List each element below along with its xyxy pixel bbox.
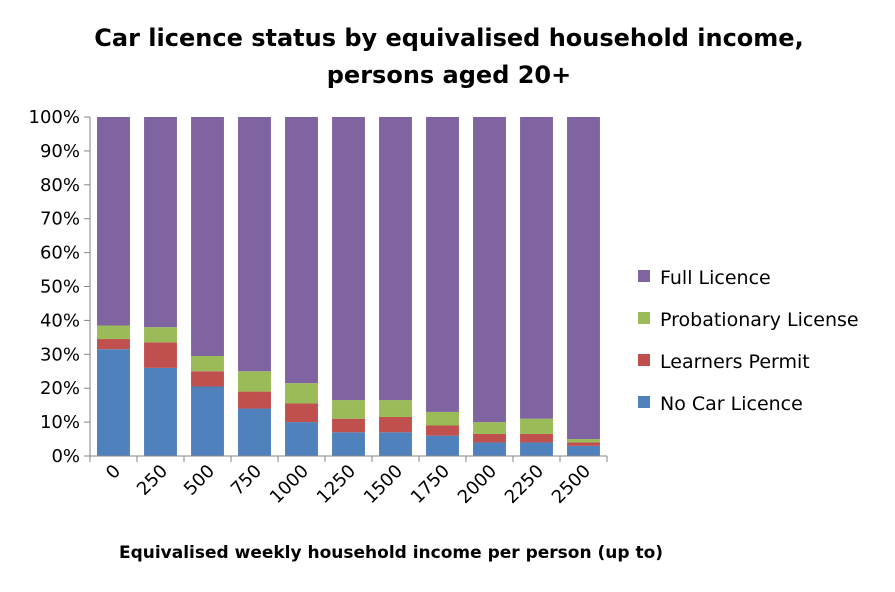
- bar-full-licence-1500: [379, 117, 412, 401]
- y-tick-label: 60%: [40, 243, 80, 264]
- chart-title-line-1: Car licence status by equivalised househ…: [94, 24, 803, 52]
- bar-probationary-license-2000: [473, 422, 506, 434]
- legend-entry-label: Probationary License: [660, 309, 859, 331]
- y-tick-label: 70%: [40, 209, 80, 230]
- y-tick-label: 40%: [40, 310, 80, 331]
- legend-entry-label: Full Licence: [660, 267, 771, 289]
- bar-full-licence-1250: [332, 117, 365, 401]
- bar-learners-permit-2500: [567, 442, 600, 446]
- y-tick-label: 50%: [40, 277, 80, 298]
- axes-group: [89, 117, 607, 457]
- x-tick-label: 0: [102, 461, 125, 484]
- bar-no-car-licence-500: [191, 386, 224, 456]
- bar-no-car-licence-1000: [285, 422, 318, 456]
- legend-swatch: [638, 354, 650, 366]
- x-tick-label: 750: [227, 461, 266, 500]
- bar-no-car-licence-1500: [379, 432, 412, 456]
- y-tick-label: 0%: [51, 446, 80, 467]
- bar-probationary-license-1500: [379, 400, 412, 418]
- x-tick-label: 1500: [360, 461, 407, 508]
- bar-probationary-license-250: [144, 327, 177, 343]
- x-tick-label: 2000: [454, 461, 501, 508]
- x-axis-label: Equivalised weekly household income per …: [119, 543, 663, 563]
- bar-no-car-licence-2000: [473, 442, 506, 456]
- bar-no-car-licence-2250: [520, 442, 553, 456]
- bar-full-licence-0: [97, 117, 130, 326]
- bar-learners-permit-1250: [332, 418, 365, 433]
- bar-learners-permit-1750: [426, 425, 459, 436]
- bar-no-car-licence-1250: [332, 432, 365, 456]
- y-tick-label: 10%: [40, 412, 80, 433]
- legend-entry-label: Learners Permit: [660, 351, 810, 373]
- bar-learners-permit-2000: [473, 433, 506, 443]
- x-axis-ticks: 0 250 500 750 1000 1250 1500 1750 2000 2250 2500: [89, 456, 608, 508]
- bars-group: [97, 117, 600, 456]
- y-tick-label: 100%: [29, 107, 80, 128]
- bar-probationary-license-750: [238, 371, 271, 392]
- bar-full-licence-2000: [473, 117, 506, 423]
- x-tick-label: 2250: [501, 461, 548, 508]
- y-axis-ticks: 0% 10% 20% 30% 40% 50% 60% 70% 80% 90% 100%: [29, 107, 90, 467]
- bar-no-car-licence-250: [144, 367, 177, 456]
- legend-swatch: [638, 396, 650, 408]
- legend-entry-label: No Car Licence: [660, 393, 803, 415]
- bar-no-car-licence-2500: [567, 445, 600, 456]
- y-tick-label: 20%: [40, 378, 80, 399]
- bar-full-licence-1750: [426, 117, 459, 412]
- bar-probationary-license-2250: [520, 418, 553, 434]
- y-tick-label: 90%: [40, 141, 80, 162]
- y-tick-label: 30%: [40, 344, 80, 365]
- bar-full-licence-500: [191, 117, 224, 356]
- x-tick-label: 1000: [266, 461, 313, 508]
- bar-learners-permit-0: [97, 339, 130, 350]
- legend-swatch: [638, 312, 650, 324]
- bar-learners-permit-2250: [520, 433, 553, 443]
- bar-probationary-license-1750: [426, 411, 459, 426]
- bar-full-licence-250: [144, 117, 177, 328]
- bar-full-licence-2250: [520, 117, 553, 419]
- chart-title: Car licence status by equivalised househ…: [94, 24, 803, 89]
- bar-probationary-license-0: [97, 325, 130, 340]
- bar-full-licence-1000: [285, 117, 318, 384]
- chart-title-line-2: persons aged 20+: [327, 61, 572, 89]
- bar-no-car-licence-750: [238, 408, 271, 456]
- x-tick-label: 2500: [548, 461, 595, 508]
- bar-learners-permit-750: [238, 391, 271, 409]
- bar-learners-permit-1500: [379, 417, 412, 433]
- bar-learners-permit-1000: [285, 403, 318, 423]
- legend: Full Licence Probationary License Learners…: [638, 267, 859, 415]
- bar-no-car-licence-1750: [426, 435, 459, 456]
- x-tick-label: 1250: [313, 461, 360, 508]
- y-tick-label: 80%: [40, 175, 80, 196]
- bar-full-licence-750: [238, 117, 271, 372]
- bar-full-licence-2500: [567, 117, 600, 440]
- bar-probationary-license-1000: [285, 383, 318, 404]
- bar-probationary-license-500: [191, 355, 224, 372]
- bar-learners-permit-250: [144, 342, 177, 368]
- x-tick-label: 1750: [407, 461, 454, 508]
- x-tick-label: 250: [133, 461, 172, 500]
- bar-learners-permit-500: [191, 371, 224, 387]
- bar-probationary-license-1250: [332, 400, 365, 419]
- bar-no-car-licence-0: [97, 349, 130, 456]
- bar-probationary-license-2500: [567, 439, 600, 443]
- x-tick-label: 500: [180, 461, 219, 500]
- legend-swatch: [638, 270, 650, 282]
